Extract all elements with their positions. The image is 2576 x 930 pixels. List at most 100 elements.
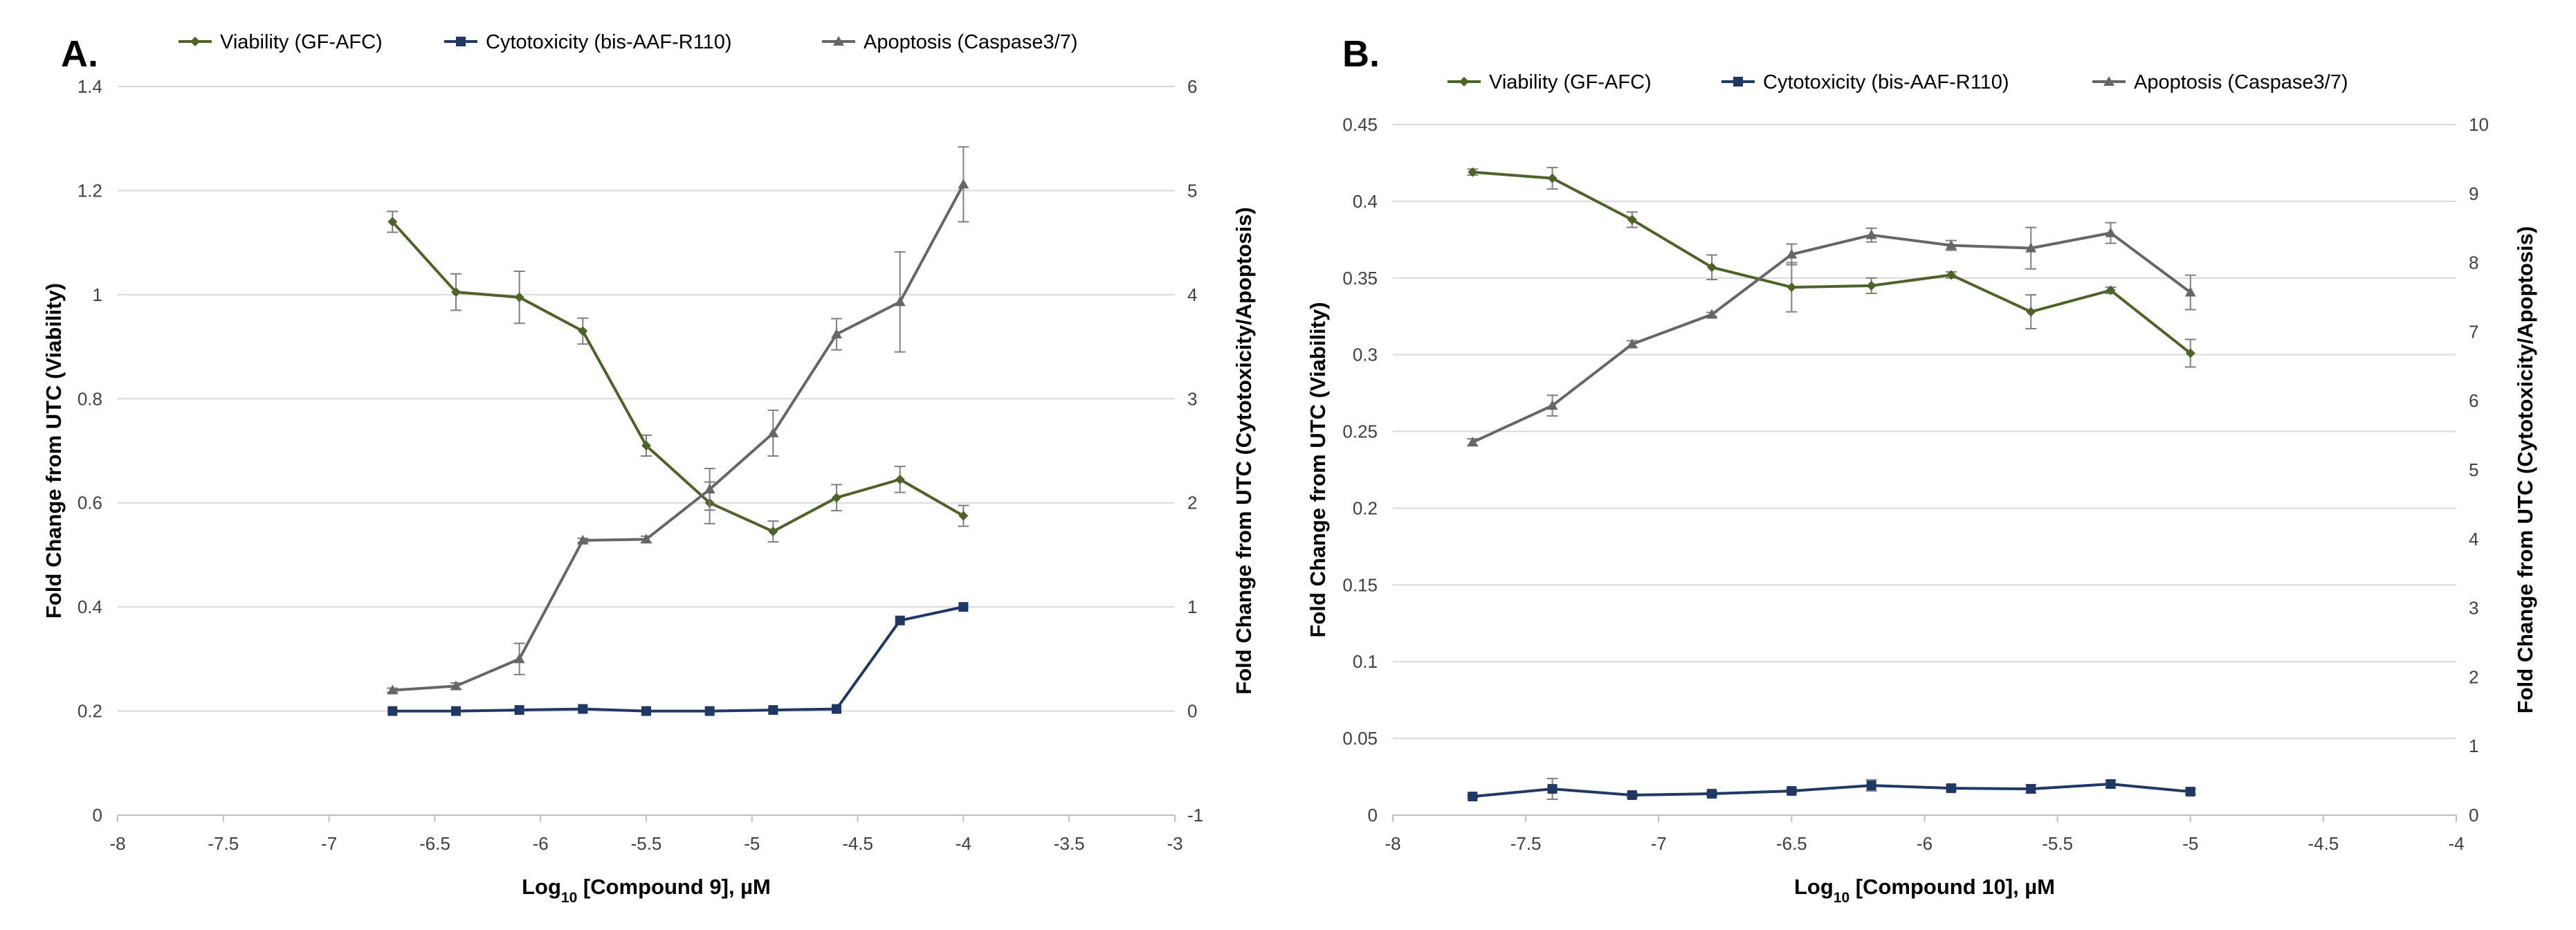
data-point (2026, 784, 2036, 794)
y2-tick-label: 1 (1187, 596, 1197, 617)
data-point (2026, 307, 2036, 317)
legend-entry: Viability (GF-AFC) (1447, 71, 1652, 93)
legend-swatch-marker (1733, 77, 1743, 86)
y2-tick-label: -1 (1187, 805, 1203, 826)
series-2-group (387, 146, 969, 695)
y2-tick-label: 6 (2469, 390, 2478, 411)
legend-swatch-marker (190, 37, 200, 46)
y2-tick-label: 3 (2469, 598, 2478, 619)
data-point (832, 704, 842, 714)
y2-tick-label: 6 (1187, 76, 1197, 97)
x-tick-label: -7 (321, 833, 337, 854)
x-tick-label: -5.5 (631, 833, 662, 854)
x-tick-label: -4 (956, 833, 971, 854)
data-point (768, 705, 778, 715)
panel-label: B. (1342, 33, 1380, 75)
y-tick-label: 0.45 (1342, 114, 1378, 135)
y-tick-label: 0 (1368, 805, 1378, 826)
x-tick-label: -4.5 (842, 833, 873, 854)
y-tick-label: 0.25 (1342, 421, 1378, 442)
y2-tick-label: 7 (2469, 321, 2478, 342)
x-tick-label: -7 (1651, 833, 1667, 854)
x-tick-label: -6 (1917, 833, 1933, 854)
data-point (1866, 280, 1876, 291)
legend-label: Viability (GF-AFC) (1489, 71, 1652, 93)
y2-tick-label: 0 (2469, 805, 2478, 826)
series-line (392, 183, 965, 692)
data-point (1627, 215, 1637, 225)
data-point (1706, 309, 1718, 319)
x-axis-title-prefix: Log (522, 875, 561, 899)
data-point (2105, 227, 2117, 237)
x-axis-title-subscript: 10 (561, 890, 577, 906)
data-point (1945, 239, 1957, 250)
data-point (513, 653, 525, 664)
x-tick-label: -5 (2182, 833, 2198, 854)
x-axis-title: Log10 [Compound 10], µM (1794, 875, 2055, 906)
y2-tick-label: 1 (2469, 736, 2478, 756)
series-0-group (387, 210, 969, 543)
legend-entry: Apoptosis (Caspase3/7) (2092, 71, 2348, 93)
data-point (768, 527, 778, 537)
data-point (1627, 790, 1637, 801)
chart-panel-a: 0 0.2 0.4 0.6 0.8 1 1.2 1.4 -1 0 1 2 3 4 5 6 -8 -7.5 -7 -6.… (42, 31, 1256, 906)
data-point (1707, 789, 1717, 799)
series-line (392, 605, 964, 713)
data-point (1787, 786, 1797, 796)
y-tick-label: 1.2 (77, 180, 102, 201)
x-axis-title-suffix: [Compound 9], µM (577, 875, 771, 899)
series-2-group (1467, 221, 2196, 447)
y2-tick-label: 2 (1187, 493, 1197, 513)
data-point (1946, 783, 1956, 794)
data-point (2184, 286, 2196, 297)
data-point (1547, 784, 1558, 794)
legend-label: Apoptosis (Caspase3/7) (864, 31, 1078, 53)
series-0-group (1467, 167, 2196, 368)
x-axis-title-prefix: Log (1794, 875, 1834, 899)
series-line (1472, 783, 2191, 799)
data-point (577, 534, 589, 545)
series-line (1472, 170, 2191, 355)
x-tick-label: -8 (109, 833, 125, 854)
y2-tick-label: 3 (1187, 388, 1197, 409)
legend-entry: Cytotoxicity (bis-AAF-R110) (1721, 71, 2009, 93)
data-point (2105, 779, 2116, 790)
data-point (450, 287, 461, 298)
data-point (958, 179, 969, 189)
y-tick-label: 0 (93, 805, 102, 826)
data-point (578, 326, 588, 336)
data-point (767, 427, 779, 437)
y-tick-label: 0.8 (77, 388, 102, 409)
data-point (2185, 348, 2195, 358)
data-point (1946, 270, 1956, 280)
y-axis-title: Fold Change from UTC (Viability) (1306, 302, 1330, 637)
x-tick-label: -5.5 (2042, 833, 2073, 854)
legend-entry: Cytotoxicity (bis-AAF-R110) (444, 31, 732, 53)
chart-panel-b: 0 0.05 0.1 0.15 0.2 0.25 0.3 0.35 0.4 0.45 0 1 2 3 4 5 6… (1306, 33, 2537, 906)
data-point (958, 511, 969, 521)
y2-tick-label: 2 (2469, 666, 2478, 687)
y-tick-label: 0.15 (1342, 574, 1378, 595)
x-tick-label: -4.5 (2308, 833, 2339, 854)
legend-swatch-marker (833, 36, 844, 46)
x-tick-label: -5 (744, 833, 760, 854)
y2-tick-label: 5 (2469, 459, 2478, 480)
data-point (641, 534, 652, 544)
y-tick-label: 0.35 (1342, 268, 1378, 289)
series-1-group (387, 602, 969, 716)
x-tick-label: -6.5 (1776, 833, 1807, 854)
y2-tick-label: 10 (2469, 114, 2489, 135)
series-line (1472, 231, 2191, 444)
data-point (387, 217, 398, 227)
y2-axis-title: Fold Change from UTC (Cytotoxicity/Apopt… (1232, 207, 1256, 694)
data-point (387, 706, 398, 716)
data-point (2185, 787, 2195, 797)
x-tick-label: -6.5 (419, 833, 450, 854)
x-tick-label: -7.5 (208, 833, 239, 854)
data-point (450, 680, 462, 691)
legend-entry: Viability (GF-AFC) (179, 31, 383, 53)
data-point (2105, 285, 2116, 295)
data-point (831, 329, 843, 339)
series-1-group (1467, 778, 2196, 802)
